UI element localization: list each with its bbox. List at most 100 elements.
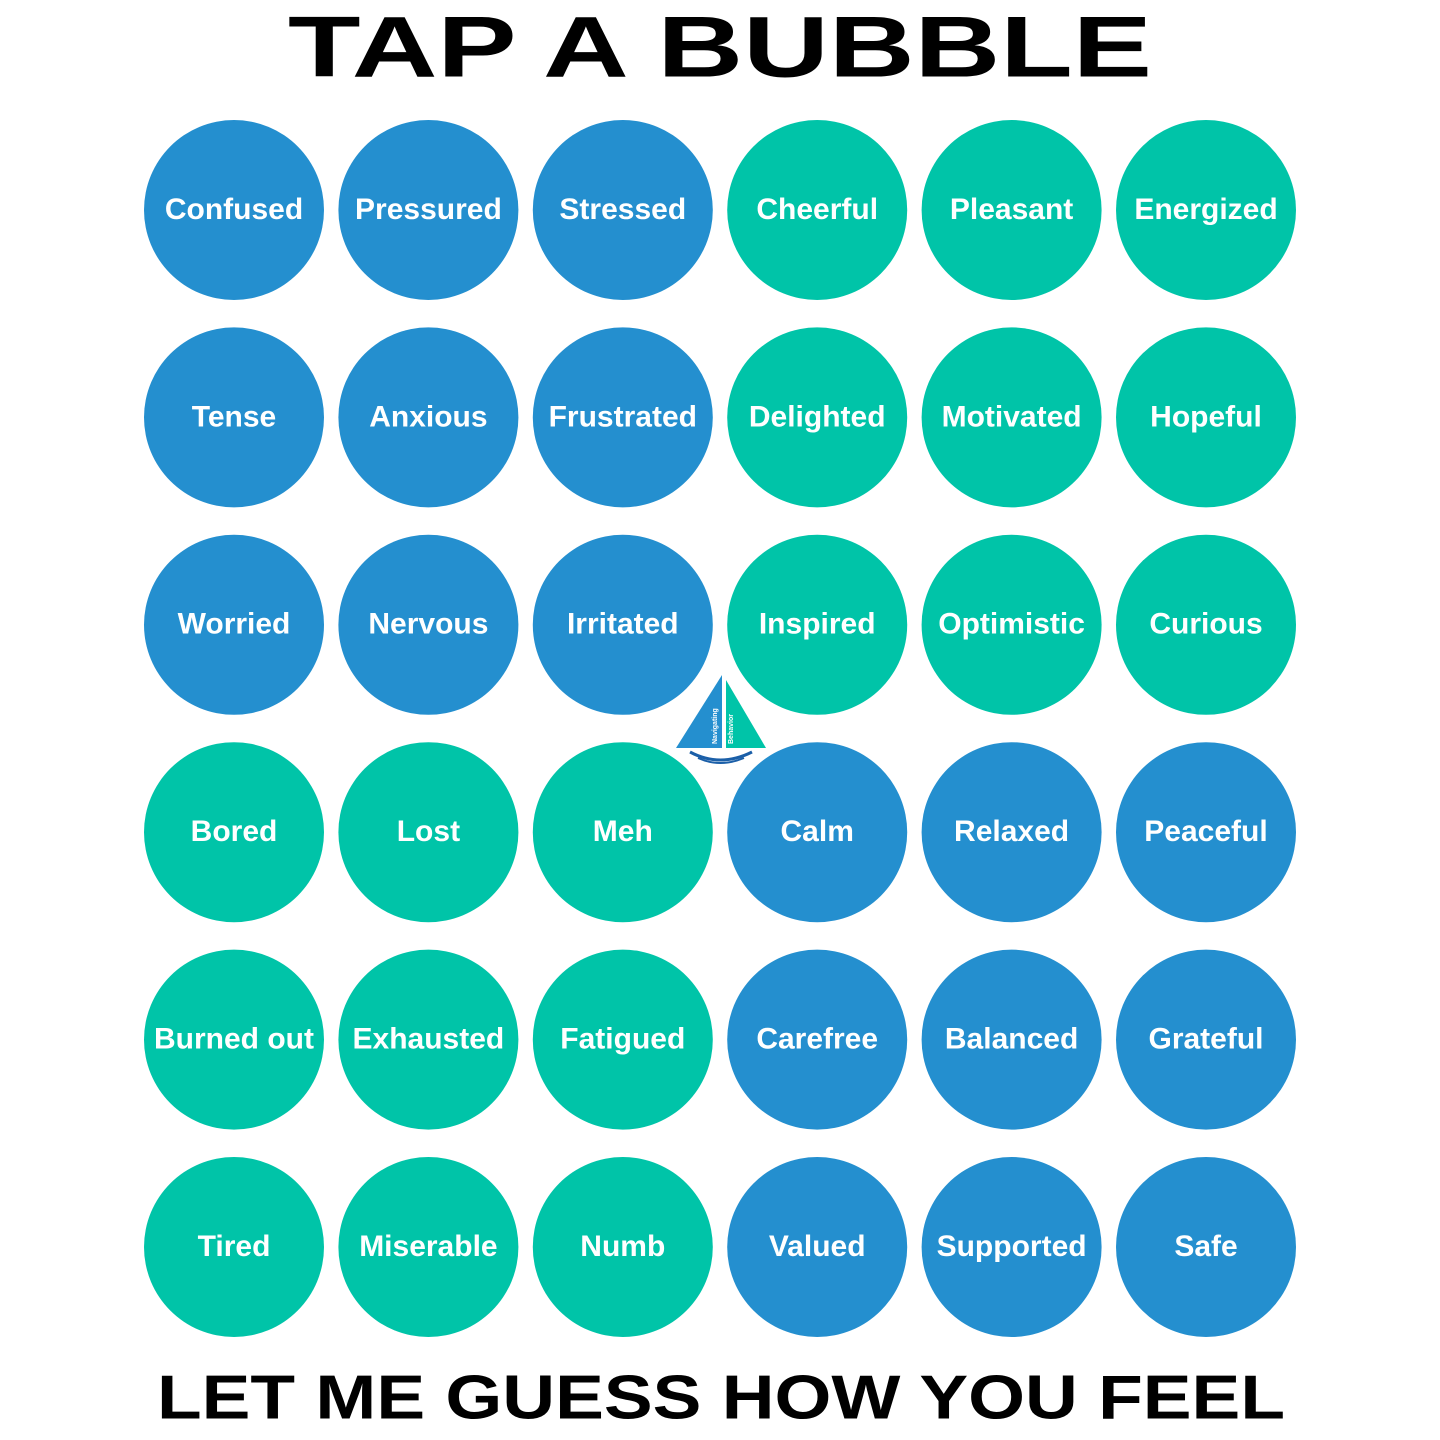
bubble-label: Stressed: [559, 193, 686, 226]
bubble-circle: [144, 742, 324, 923]
bubble[interactable]: Bored: [144, 742, 324, 923]
bubble[interactable]: Pleasant: [921, 120, 1102, 300]
bubble[interactable]: Supported: [921, 1157, 1102, 1337]
bubble-circle: [532, 949, 713, 1130]
bubble[interactable]: Numb: [532, 1157, 713, 1337]
bubble-label: Relaxed: [954, 815, 1069, 848]
bubble[interactable]: Pressured: [338, 120, 519, 300]
bubble-circle: [144, 534, 324, 715]
bubble[interactable]: Delighted: [727, 327, 908, 508]
bubble-circle: [1116, 120, 1296, 300]
bubble-label: Pleasant: [950, 193, 1073, 226]
bubble-label: Peaceful: [1144, 815, 1267, 848]
bubble[interactable]: Safe: [1116, 1157, 1296, 1337]
bubble-label: Meh: [593, 815, 653, 848]
bubble[interactable]: Valued: [727, 1157, 908, 1337]
logo-text: Navigating: [712, 708, 719, 744]
bubble[interactable]: Irritated: [532, 534, 713, 715]
bubble-circle: [1116, 949, 1296, 1130]
logo-wave: [689, 750, 753, 762]
bubble-label: Miserable: [359, 1230, 497, 1263]
bubble-circle: [144, 327, 324, 508]
bubble[interactable]: Meh: [532, 742, 713, 923]
bubble-label: Motivated: [942, 400, 1082, 433]
bubble[interactable]: Anxious: [338, 327, 519, 508]
bubble[interactable]: Frustrated: [532, 327, 713, 508]
bubble[interactable]: Burned out: [144, 949, 324, 1130]
bubble-label: Hopeful: [1150, 400, 1262, 433]
bubble-circle: [727, 534, 908, 715]
bubble-grid: Confused Pressured Stressed Cheerful Pleasan…: [144, 120, 1296, 1337]
bubble-label: Numb: [580, 1230, 665, 1263]
bubble-circle: [532, 534, 713, 715]
bubble-label: Lost: [397, 815, 460, 848]
bubble[interactable]: Cheerful: [727, 120, 908, 300]
bubble-label: Calm: [781, 815, 854, 848]
bubble-label: Bored: [191, 815, 278, 848]
bubble-circle: [921, 949, 1102, 1130]
bubble[interactable]: Motivated: [921, 327, 1102, 508]
bubble-circle: [338, 742, 519, 923]
bubble-circle: [1116, 742, 1296, 923]
bubble[interactable]: Worried: [144, 534, 324, 715]
bubble[interactable]: Relaxed: [921, 742, 1102, 923]
bubble-label: Burned out: [154, 1023, 314, 1056]
bubble-circle: [921, 534, 1102, 715]
bubble-label: Tense: [192, 400, 276, 433]
bubble-label: Curious: [1149, 608, 1262, 641]
bubble-circle: [144, 1157, 324, 1337]
bubble-circle: [532, 327, 713, 508]
bubble[interactable]: Balanced: [921, 949, 1102, 1130]
bubble-label: Pressured: [355, 193, 502, 226]
bubble[interactable]: Exhausted: [338, 949, 519, 1130]
bubble[interactable]: Carefree: [727, 949, 908, 1130]
bubble-circle: [921, 742, 1102, 923]
bubble[interactable]: Grateful: [1116, 949, 1296, 1130]
bubble[interactable]: Optimistic: [921, 534, 1102, 715]
bubble[interactable]: Calm: [727, 742, 908, 923]
bubble-circle: [338, 1157, 519, 1337]
bubble-circle: [532, 120, 713, 300]
bubble-circle: [338, 534, 519, 715]
bubble-circle: [727, 1157, 908, 1337]
bubble[interactable]: Miserable: [338, 1157, 519, 1337]
bubble[interactable]: Energized: [1116, 120, 1296, 300]
bubble[interactable]: Confused: [144, 120, 324, 300]
bubble-circle: [532, 742, 713, 923]
bubble-label: Fatigued: [560, 1023, 685, 1056]
bubble-circle: [1116, 534, 1296, 715]
bubble-circle: [532, 1157, 713, 1337]
bubble[interactable]: Stressed: [532, 120, 713, 300]
bubble-label: Anxious: [369, 400, 487, 433]
bubble-label: Safe: [1174, 1230, 1237, 1263]
bubble[interactable]: Fatigued: [532, 949, 713, 1130]
bubble-label: Frustrated: [549, 400, 697, 433]
bubble-circle: [1116, 327, 1296, 508]
bubble-circle: [727, 742, 908, 923]
bubble[interactable]: Nervous: [338, 534, 519, 715]
bubble-label: Tired: [198, 1230, 271, 1263]
bubble-label: Confused: [165, 193, 303, 226]
bubble-label: Valued: [769, 1230, 866, 1263]
bubble-circle: [921, 1157, 1102, 1337]
bubble-label: Exhausted: [353, 1023, 505, 1056]
bubble[interactable]: Hopeful: [1116, 327, 1296, 508]
bubble-circle: [144, 120, 324, 300]
bubble[interactable]: Inspired: [727, 534, 908, 715]
bubble[interactable]: Lost: [338, 742, 519, 923]
bubble-circle: [338, 327, 519, 508]
logo-sail: [726, 680, 766, 748]
bubble-label: Supported: [937, 1230, 1087, 1263]
footer-text: LET ME GUESS HOW YOU FEEL: [157, 1363, 1285, 1432]
bubble-label: Inspired: [759, 608, 876, 641]
bubble-label: Cheerful: [756, 193, 878, 226]
bubble[interactable]: Curious: [1116, 534, 1296, 715]
bubble[interactable]: Tense: [144, 327, 324, 508]
bubble-circle: [727, 120, 908, 300]
bubble[interactable]: Tired: [144, 1157, 324, 1337]
logo-wave: [697, 757, 745, 764]
bubble[interactable]: Peaceful: [1116, 742, 1296, 923]
bubble-circle: [1116, 1157, 1296, 1337]
